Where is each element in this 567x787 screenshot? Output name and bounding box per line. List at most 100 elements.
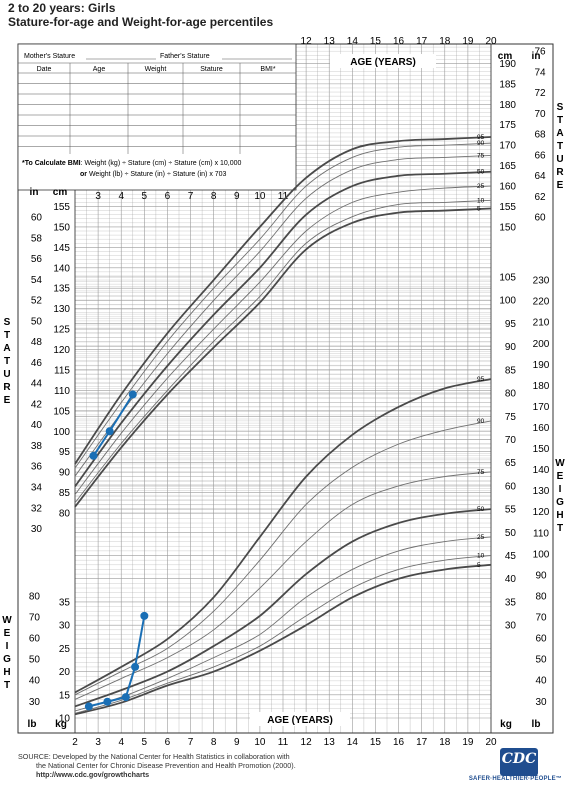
y-tick-kg-right: 50 bbox=[505, 528, 517, 539]
stature-vertical-right: T bbox=[557, 141, 563, 152]
percentile-curve-weight-5 bbox=[74, 563, 492, 716]
y-tick-kg-left: 25 bbox=[59, 644, 71, 655]
y-tick-kg-right: 45 bbox=[505, 551, 517, 562]
y-unit-cm-left: cm bbox=[53, 187, 68, 198]
x-tick-label-bottom: 20 bbox=[485, 737, 497, 748]
stature-vertical-left: T bbox=[4, 330, 10, 341]
chart-subtitle: Stature-for-age and Weight-for-age perce… bbox=[8, 15, 274, 29]
x-tick-label-bottom: 7 bbox=[188, 737, 194, 748]
x-tick-label-top: 13 bbox=[324, 36, 336, 47]
y-unit-in-right: in bbox=[532, 51, 541, 62]
x-tick-label-top: 15 bbox=[370, 36, 382, 47]
y-tick-kg-right: 95 bbox=[505, 319, 517, 330]
y-tick-cm-left: 95 bbox=[59, 447, 71, 458]
source-note: SOURCE: Developed by the National Center… bbox=[18, 752, 348, 779]
y-tick-in-left: 46 bbox=[31, 358, 43, 369]
patient-stature-point bbox=[128, 390, 137, 399]
y-tick-lb-left: 50 bbox=[29, 655, 41, 666]
patient-stature-point bbox=[89, 451, 98, 460]
y-tick-cm-left: 80 bbox=[59, 509, 71, 520]
y-tick-in-left: 38 bbox=[31, 441, 43, 452]
x-tick-label-top: 20 bbox=[485, 36, 497, 47]
y-tick-cm-right: 180 bbox=[499, 100, 516, 111]
cdc-tagline: SAFER·HEALTHIER·PEOPLE™ bbox=[468, 776, 562, 782]
y-tick-lb-right: 40 bbox=[535, 676, 547, 687]
stature-vertical-left: E bbox=[4, 395, 11, 406]
bmi-note-line-2: or Weight (lb) ÷ Stature (in) ÷ Stature … bbox=[80, 171, 227, 178]
percentile-curve-stature-75 bbox=[74, 154, 492, 477]
y-tick-lb-right: 90 bbox=[535, 570, 547, 581]
record-form-box bbox=[17, 43, 297, 191]
weight-vertical-left: H bbox=[3, 667, 10, 678]
x-tick-label-mid: 4 bbox=[118, 191, 124, 202]
x-tick-label-bottom: 10 bbox=[254, 737, 266, 748]
y-tick-kg-left: 15 bbox=[59, 690, 71, 701]
percentile-curve-weight-25 bbox=[74, 536, 492, 712]
patient-weight-point bbox=[103, 697, 112, 706]
stature-vertical-right: R bbox=[556, 167, 564, 178]
y-tick-kg-left: 35 bbox=[59, 597, 71, 608]
y-tick-in-left: 54 bbox=[31, 275, 43, 286]
stature-vertical-left: T bbox=[4, 356, 10, 367]
x-tick-label-bottom: 9 bbox=[234, 737, 240, 748]
y-tick-in-left: 32 bbox=[31, 503, 43, 514]
y-tick-in-left: 36 bbox=[31, 462, 43, 473]
source-line-2: the National Center for Chronic Disease … bbox=[36, 761, 296, 770]
y-tick-lb-right: 50 bbox=[535, 655, 547, 666]
patient-stature-line bbox=[92, 393, 134, 457]
mothers-stature-label: Mother's Stature bbox=[24, 53, 75, 60]
y-tick-lb-right: 190 bbox=[533, 360, 550, 371]
x-tick-label-bottom: 6 bbox=[165, 737, 171, 748]
weight-vertical-right: H bbox=[556, 510, 563, 521]
y-tick-lb-right: 230 bbox=[533, 276, 550, 287]
weight-vertical-left: E bbox=[4, 628, 11, 639]
percentile-label-stature: 95 bbox=[477, 134, 485, 141]
y-tick-in-right: 68 bbox=[534, 130, 546, 141]
x-tick-label-mid: 9 bbox=[234, 191, 240, 202]
y-tick-in-right: 60 bbox=[534, 213, 546, 224]
y-tick-lb-right: 60 bbox=[535, 634, 547, 645]
percentile-label-stature: 25 bbox=[477, 183, 485, 190]
bmi-note-or: or bbox=[80, 171, 87, 178]
age-label-bg-top bbox=[330, 54, 436, 68]
cdc-logo: CDC SAFER·HEALTHIER·PEOPLE™ bbox=[436, 748, 562, 784]
weight-vertical-left: W bbox=[2, 615, 12, 626]
y-tick-kg-left: 30 bbox=[59, 621, 71, 632]
percentile-curve-stature-95 bbox=[74, 136, 492, 465]
y-tick-kg-right: 100 bbox=[499, 296, 516, 307]
stature-vertical-right: E bbox=[557, 180, 564, 191]
x-tick-label-mid: 8 bbox=[211, 191, 217, 202]
y-tick-in-right: 62 bbox=[534, 192, 546, 203]
percentile-curve-weight-50 bbox=[74, 508, 492, 708]
x-tick-label-bottom: 12 bbox=[301, 737, 313, 748]
percentile-curve-stature-5 bbox=[74, 207, 492, 508]
x-tick-label-top: 17 bbox=[416, 36, 428, 47]
y-tick-lb-right: 170 bbox=[533, 402, 550, 413]
x-tick-label-bottom: 19 bbox=[462, 737, 474, 748]
source-url[interactable]: http://www.cdc.gov/growthcharts bbox=[36, 770, 150, 779]
record-form-column-header: Age bbox=[93, 66, 106, 73]
stature-vertical-right: A bbox=[556, 128, 563, 139]
patient-weight-point bbox=[140, 611, 149, 620]
x-tick-label-bottom: 2 bbox=[72, 737, 78, 748]
y-tick-in-left: 50 bbox=[31, 316, 43, 327]
x-tick-label-bottom: 3 bbox=[95, 737, 101, 748]
bmi-note-text-2: Weight (lb) ÷ Stature (in) ÷ Stature (in… bbox=[87, 171, 227, 178]
weight-vertical-right: E bbox=[557, 471, 564, 482]
y-unit-in-left: in bbox=[30, 187, 39, 198]
x-tick-label-bottom: 13 bbox=[324, 737, 336, 748]
y-tick-cm-left: 120 bbox=[53, 345, 70, 356]
y-tick-in-left: 42 bbox=[31, 399, 43, 410]
y-tick-cm-left: 150 bbox=[53, 222, 70, 233]
y-unit-lb-right: lb bbox=[532, 719, 541, 730]
record-form: Mother's Stature Father's Stature Date Age W… bbox=[17, 43, 297, 191]
y-tick-cm-right: 165 bbox=[499, 161, 516, 172]
x-axis-label-bottom: AGE (YEARS) bbox=[267, 715, 333, 726]
percentile-curve-stature-25 bbox=[74, 185, 492, 495]
y-tick-cm-left: 145 bbox=[53, 243, 70, 254]
y-tick-lb-left: 40 bbox=[29, 676, 41, 687]
y-tick-in-right: 70 bbox=[534, 109, 546, 120]
x-axis-label-top: AGE (YEARS) bbox=[350, 57, 416, 68]
stature-vertical-left: U bbox=[3, 369, 10, 380]
